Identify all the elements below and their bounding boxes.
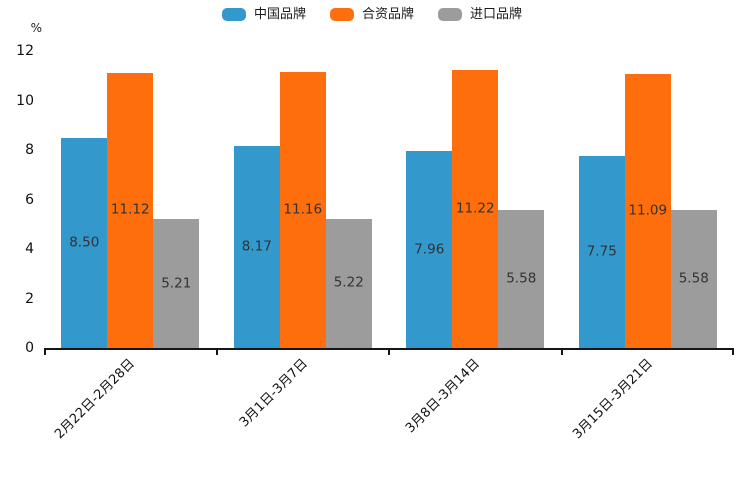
- legend-label-china-brands: 中国品牌: [253, 7, 306, 22]
- bar-value-label: 11.22: [455, 200, 495, 217]
- bar-value-label: 5.58: [678, 270, 709, 287]
- bar-value-label: 8.50: [69, 234, 100, 251]
- x-axis-tick: [215, 349, 218, 355]
- bar-jv-brands-group-3[interactable]: 11.22: [452, 70, 499, 348]
- bar-import-brands-group-1[interactable]: 5.21: [153, 219, 200, 348]
- x-axis-tick: [388, 349, 390, 355]
- x-axis-label-4: 3月15日-3月21日: [569, 356, 656, 443]
- x-axis-label-3: 3月8日-3月14日: [403, 356, 484, 437]
- x-axis-tick: [732, 349, 734, 355]
- bar-value-label: 5.21: [161, 274, 192, 291]
- bar-import-brands-group-4[interactable]: 5.58: [670, 209, 717, 348]
- legend-item-import-brands[interactable]: 进口品牌: [438, 8, 522, 21]
- legend: 中国品牌 合资品牌 进口品牌: [0, 8, 744, 21]
- bar-china-brands-group-3[interactable]: 7.96: [406, 151, 453, 348]
- bar-value-label: 7.96: [414, 240, 445, 257]
- legend-label-jv-brands: 合资品牌: [361, 7, 414, 22]
- legend-swatch-china-brands: [221, 8, 246, 21]
- bar-import-brands-group-3[interactable]: 5.58: [498, 209, 545, 348]
- y-axis-tick-label: 8: [25, 142, 34, 158]
- x-axis-label-2: 3月1日-3月7日: [236, 356, 311, 431]
- y-axis-tick-label: 12: [16, 43, 34, 59]
- bar-jv-brands-group-4[interactable]: 11.09: [624, 73, 671, 348]
- bar-value-label: 7.75: [586, 243, 617, 260]
- bar-value-label: 8.17: [241, 238, 272, 255]
- bar-import-brands-group-2[interactable]: 5.22: [325, 218, 372, 348]
- legend-swatch-import-brands: [438, 8, 462, 21]
- x-axis-tick: [560, 349, 563, 355]
- legend-swatch-jv-brands: [329, 8, 354, 21]
- bar-china-brands-group-1[interactable]: 8.50: [61, 137, 108, 348]
- y-axis-tick-label: 6: [25, 191, 34, 208]
- y-axis-tick-label: 2: [25, 290, 34, 307]
- y-axis-tick-label: 0: [25, 340, 34, 356]
- plot-area: 8.50 11.12 5.21 2月22日-2月28日 8.17 11.16 5.22 3月1…: [44, 51, 734, 442]
- x-axis-tick: [44, 349, 46, 355]
- y-axis-tick-label: 4: [25, 241, 34, 257]
- legend-label-import-brands: 进口品牌: [470, 7, 523, 22]
- x-axis-label-1: 2月22日-2月28日: [52, 356, 139, 443]
- bar-jv-brands-group-1[interactable]: 11.12: [107, 72, 154, 348]
- y-axis-tick-label: 10: [16, 92, 34, 109]
- bar-china-brands-group-2[interactable]: 8.17: [233, 145, 280, 348]
- bar-china-brands-group-4[interactable]: 7.75: [578, 156, 625, 348]
- bar-value-label: 11.16: [283, 201, 323, 218]
- bar-value-label: 11.12: [110, 201, 150, 218]
- bar-value-label: 5.22: [333, 274, 364, 291]
- bar-value-label: 5.58: [506, 270, 537, 287]
- bar-value-label: 11.09: [628, 202, 668, 219]
- bar-jv-brands-group-2[interactable]: 11.16: [279, 71, 326, 348]
- legend-item-china-brands[interactable]: 中国品牌: [221, 7, 306, 22]
- legend-item-jv-brands[interactable]: 合资品牌: [329, 7, 414, 22]
- y-axis-unit-label: %: [30, 21, 42, 35]
